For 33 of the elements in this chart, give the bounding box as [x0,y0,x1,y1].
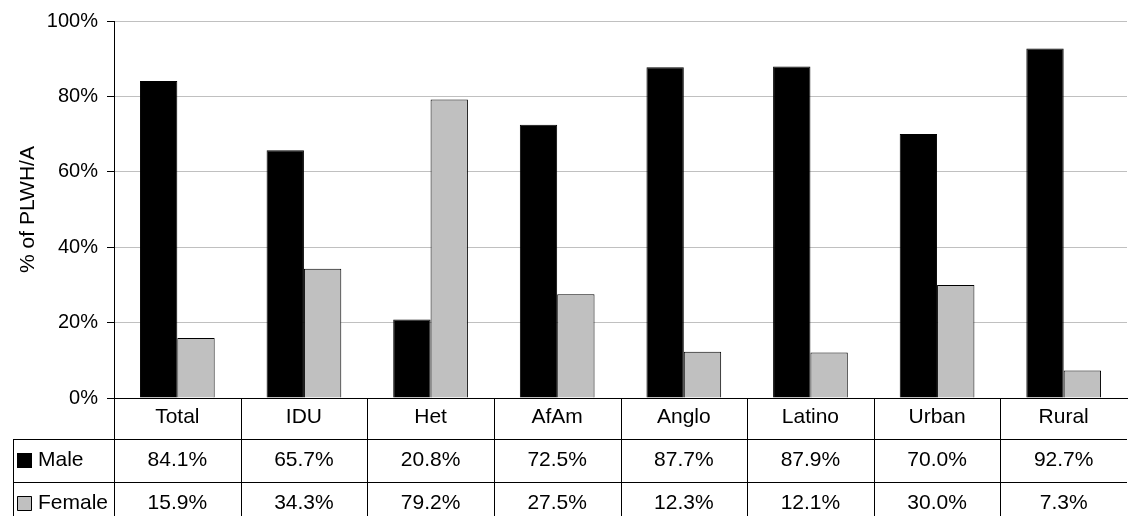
y-tick-label: 20% [57,310,99,333]
data-label: 92.7% [1033,446,1094,470]
y-tick-label: 100% [46,8,99,31]
y-tick-label: 0% [69,385,99,408]
x-tick-label: Het [414,403,448,427]
x-tick-label: Latino [781,403,840,427]
data-label: 30.0% [907,489,967,513]
y-tick-label: 60% [57,159,99,182]
x-tick-label: Total [155,403,200,427]
data-label: 15.9% [147,489,208,513]
data-label: 72.5% [527,446,587,470]
x-tick-label: Urban [908,403,966,427]
y-axis-title: % of PLWH/A [15,146,39,273]
x-tick-label: IDU [285,403,323,427]
data-label: 65.7% [274,446,334,470]
legend-label: Female [38,489,109,513]
legend-label: Male [38,446,84,470]
data-label: 70.0% [907,446,967,470]
y-tick-label: 80% [57,83,99,106]
data-label: 12.3% [654,489,714,513]
data-label: 34.3% [274,489,334,513]
data-label: 84.1% [147,446,208,470]
x-tick-label: Rural [1038,403,1089,427]
data-label: 87.9% [780,446,841,470]
data-label: 79.2% [400,489,461,513]
data-label: 7.3% [1039,489,1088,513]
data-label: 20.8% [400,446,461,470]
y-tick-label: 40% [57,234,99,257]
data-label: 12.1% [780,489,841,513]
x-tick-label: Anglo [656,403,711,427]
data-label: 87.7% [654,446,714,470]
data-label: 27.5% [527,489,587,513]
x-tick-label: AfAm [531,403,583,427]
